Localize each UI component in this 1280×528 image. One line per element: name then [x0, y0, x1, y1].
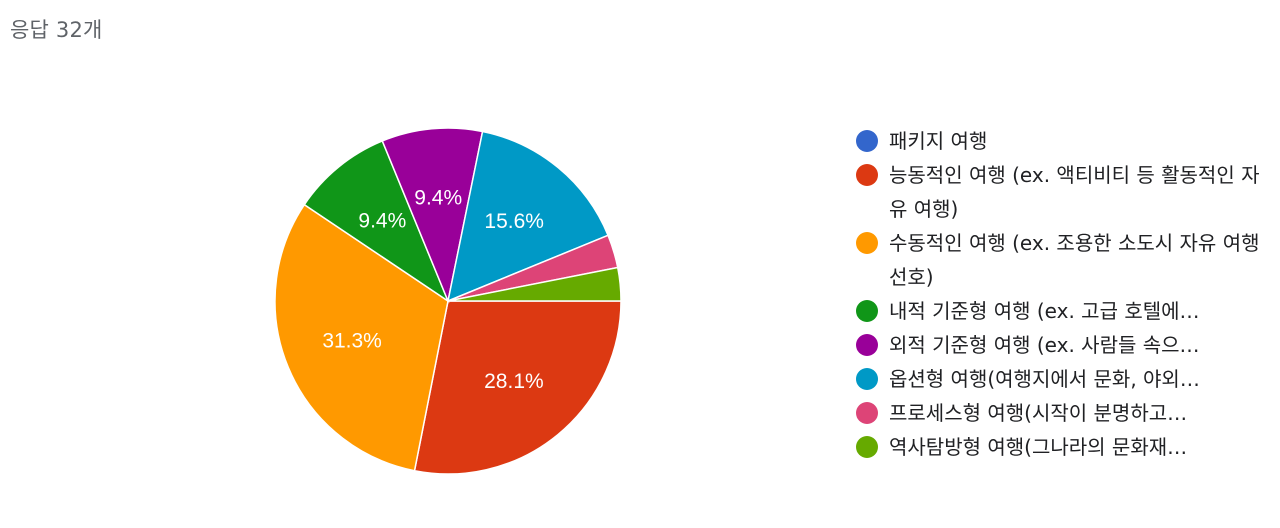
pie-slice[interactable] — [447, 266, 622, 302]
legend-item[interactable]: 옵션형 여행(여행지에서 문화, 야외… — [856, 362, 1276, 396]
legend-label: 내적 기준형 여행 (ex. 고급 호텔에… — [889, 299, 1200, 323]
pie-slice[interactable] — [381, 127, 484, 304]
legend-label: 옵션형 여행(여행지에서 문화, 야외… — [889, 367, 1200, 391]
pie-slice-label: 31.3% — [322, 330, 382, 353]
legend-swatch — [856, 368, 878, 390]
legend-swatch — [856, 232, 878, 254]
legend-label: 패키지 여행 — [889, 129, 988, 153]
legend-label: 수동적인 여행 (ex. 조용한 소도시 자유 여행 선호) — [889, 231, 1260, 289]
legend-item[interactable]: 내적 기준형 여행 (ex. 고급 호텔에… — [856, 294, 1276, 328]
response-count: 응답 32개 — [10, 18, 103, 42]
legend-label: 역사탐방형 여행(그나라의 문화재… — [889, 435, 1188, 459]
legend-swatch — [856, 300, 878, 322]
pie-slice[interactable] — [274, 203, 449, 472]
legend-swatch — [856, 164, 878, 186]
legend-item[interactable]: 능동적인 여행 (ex. 액티비티 등 활동적인 자유 여행) — [856, 158, 1276, 226]
legend-swatch — [856, 334, 878, 356]
legend-item[interactable]: 외적 기준형 여행 (ex. 사람들 속으… — [856, 328, 1276, 362]
pie-slice[interactable] — [446, 130, 610, 303]
pie-chart: 28.1% 31.3% 9.4% 9.4% 15.6% — [274, 127, 622, 475]
pie-slice-label: 9.4% — [414, 187, 462, 210]
legend-item[interactable]: 역사탐방형 여행(그나라의 문화재… — [856, 430, 1276, 464]
pie-slice[interactable] — [413, 300, 622, 475]
legend-item[interactable]: 수동적인 여행 (ex. 조용한 소도시 자유 여행 선호) — [856, 226, 1276, 294]
legend-swatch — [856, 436, 878, 458]
legend-swatch — [856, 402, 878, 424]
legend-swatch — [856, 130, 878, 152]
pie-slice-label: 28.1% — [484, 370, 544, 393]
pie-slice[interactable] — [303, 139, 450, 303]
chart-legend: 패키지 여행 능동적인 여행 (ex. 액티비티 등 활동적인 자유 여행) 수… — [856, 124, 1276, 464]
legend-label: 외적 기준형 여행 (ex. 사람들 속으… — [889, 333, 1200, 357]
pie-slice-label: 9.4% — [358, 210, 406, 233]
legend-label: 프로세스형 여행(시작이 분명하고… — [889, 401, 1188, 425]
pie-slice-label: 15.6% — [484, 210, 544, 233]
legend-item[interactable]: 패키지 여행 — [856, 124, 1276, 158]
legend-item[interactable]: 프로세스형 여행(시작이 분명하고… — [856, 396, 1276, 430]
legend-label: 능동적인 여행 (ex. 액티비티 등 활동적인 자유 여행) — [889, 163, 1260, 221]
